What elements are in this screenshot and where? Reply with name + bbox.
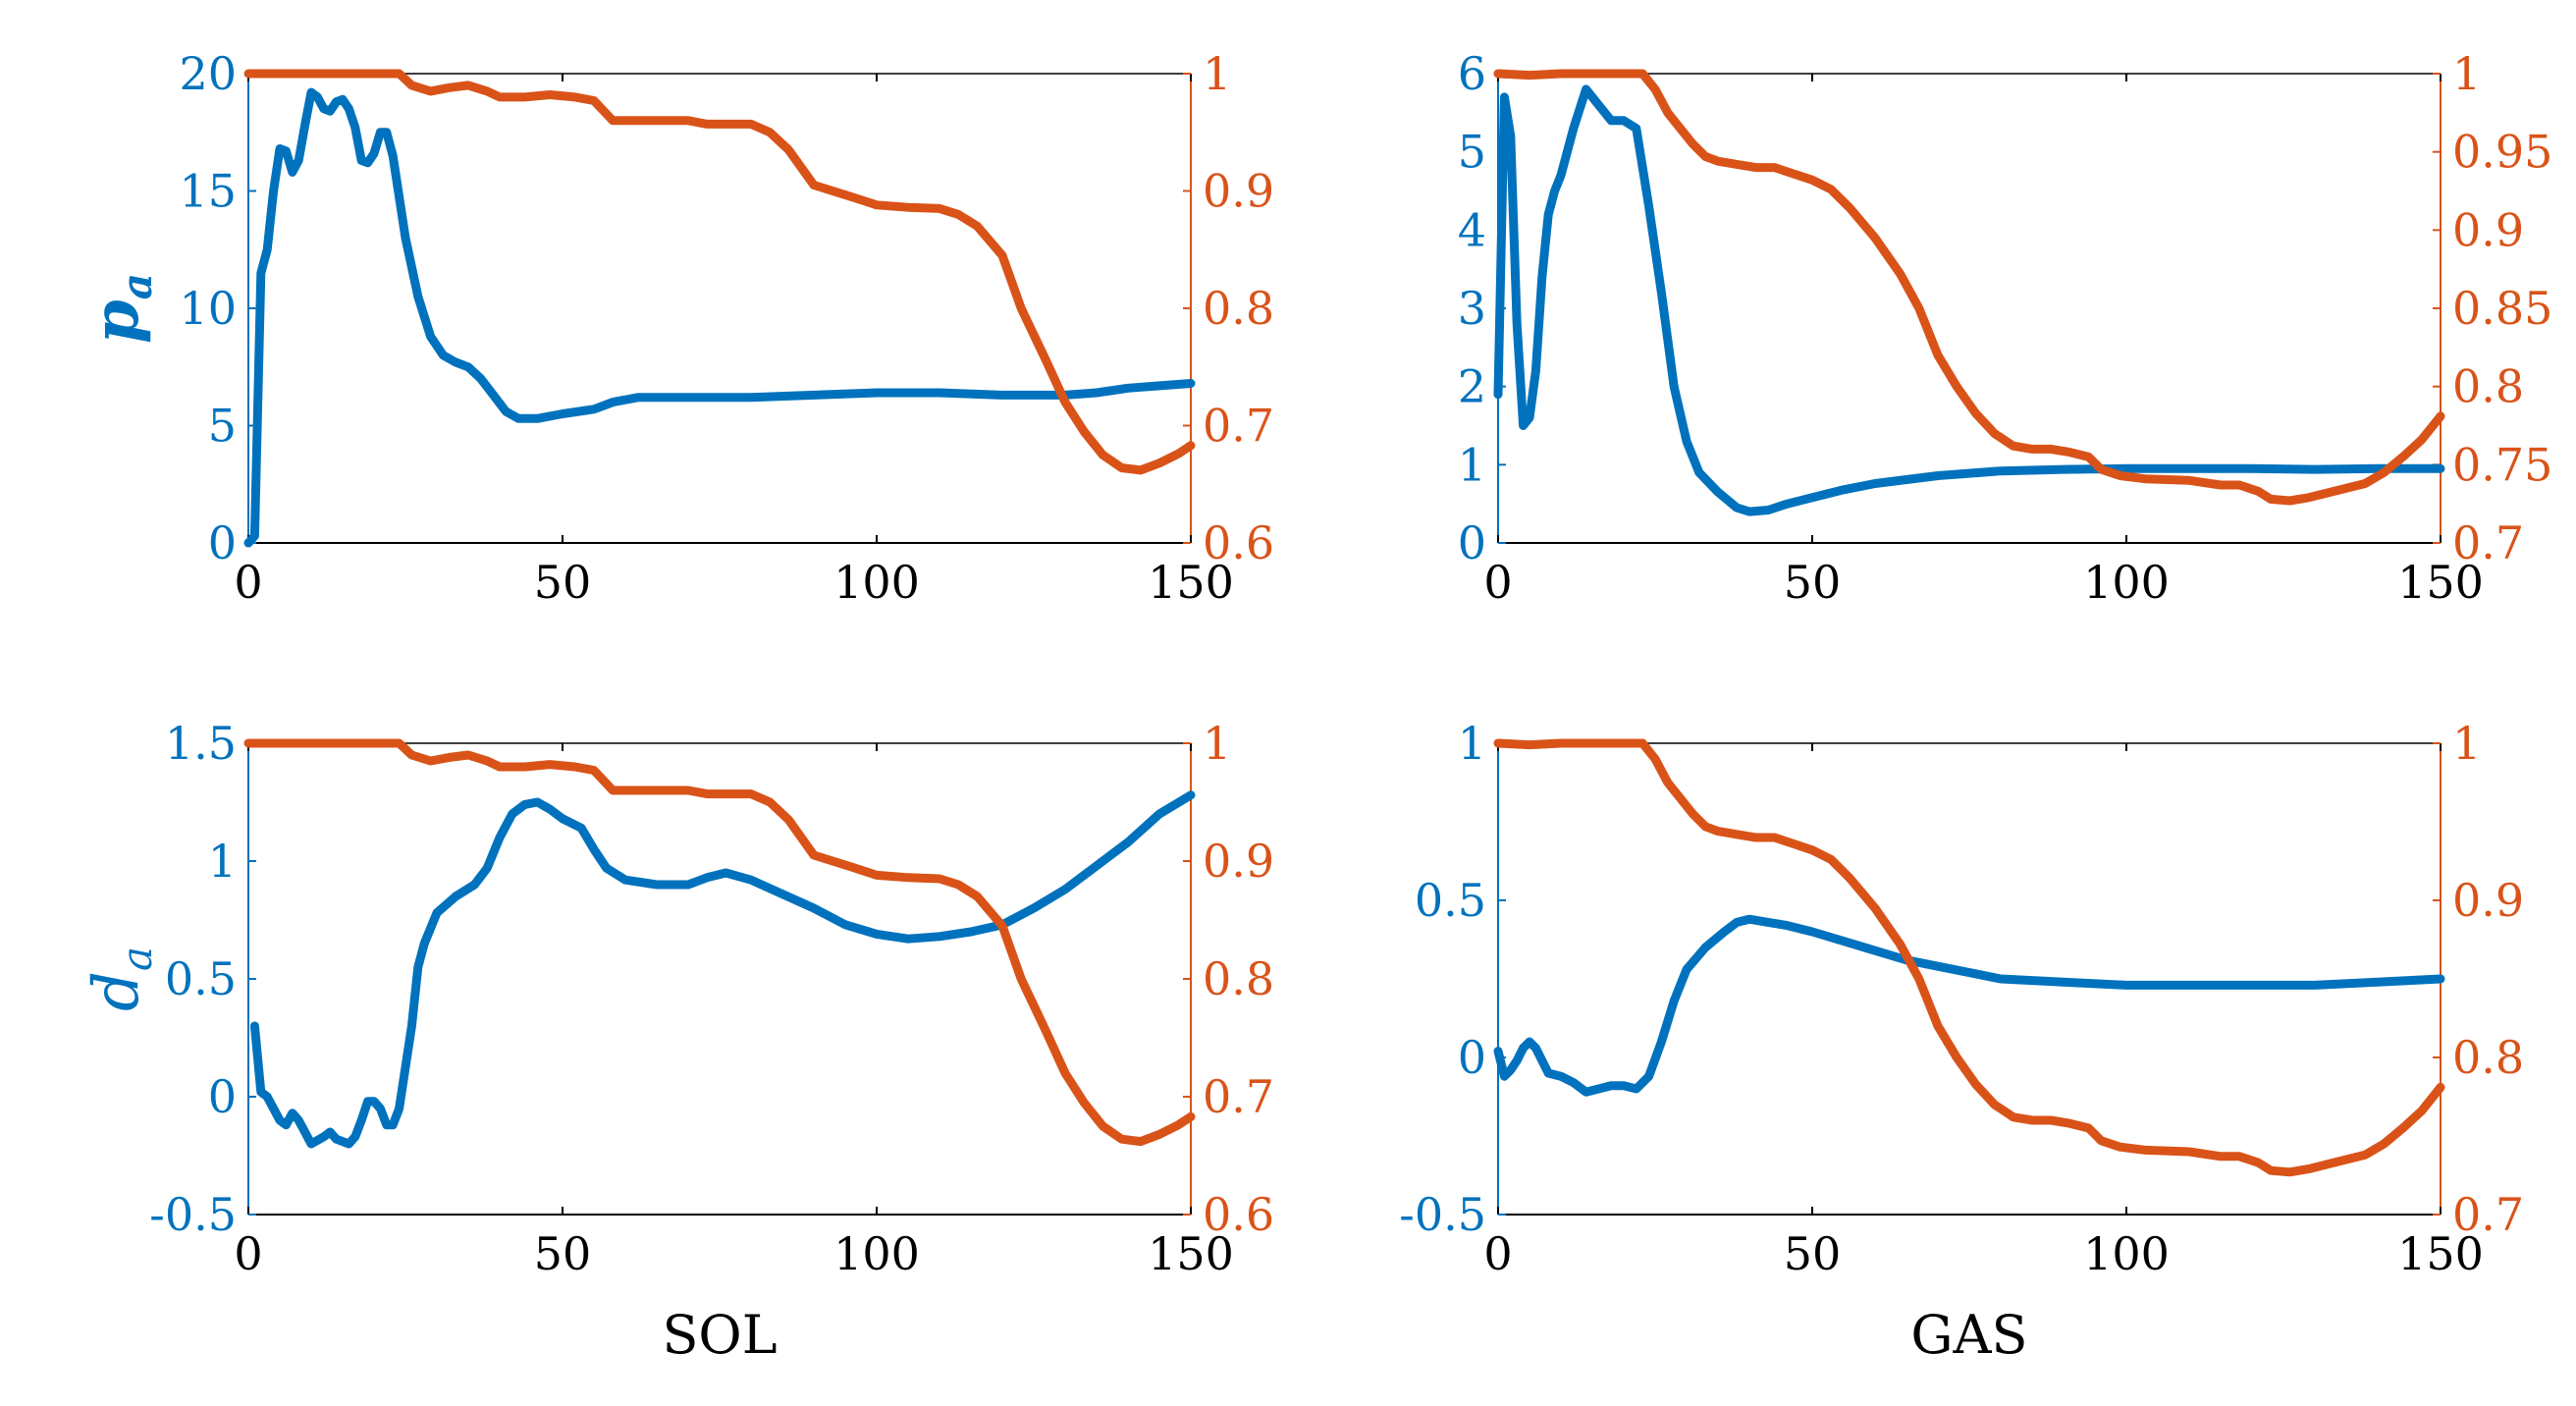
x-tick-label: 50 [1784, 1227, 1842, 1280]
left-tick-label: 1 [208, 835, 237, 888]
panel-sol-pa: 0 50 100 150 0 5 10 15 20 0.6 0.7 0.8 0.9 1 pa [80, 47, 1274, 609]
x-tick-label: 150 [1148, 556, 1234, 609]
y-axis-label: pa [80, 273, 161, 344]
x-tick-label: 100 [2083, 556, 2170, 609]
left-tick-label: -0.5 [1399, 1188, 1486, 1241]
series-line-blue [249, 790, 1196, 1149]
left-tick-label: 1 [1458, 438, 1486, 491]
y-axis-label: da [80, 946, 161, 1011]
left-tick-label: 1.5 [165, 717, 237, 770]
right-tick-label: 0.8 [2452, 360, 2524, 413]
left-tick-label: 6 [1458, 47, 1486, 100]
x-tick-label: 50 [534, 556, 592, 609]
right-tick-label: 0.9 [1203, 165, 1274, 218]
series-line-blue [1493, 914, 2445, 1097]
right-tick-label: 0.9 [2452, 203, 2524, 256]
left-tick-label: 2 [1458, 360, 1486, 413]
right-tick-label: 0.8 [1203, 952, 1274, 1005]
left-tick-label: 0 [1458, 516, 1486, 569]
series-line-blue [243, 87, 1196, 548]
right-tick-label: 0.95 [2452, 126, 2552, 179]
panel-gas-pa: 0 50 100 150 0 1 2 3 4 5 6 0.7 0.75 0.8 0.85 0.9 0.95 1 [1458, 47, 2553, 609]
left-tick-label: 0.5 [165, 952, 237, 1005]
left-tick-label: 0 [208, 516, 237, 569]
x-tick-label: 50 [534, 1227, 592, 1280]
x-tick-label: 150 [2397, 1227, 2484, 1280]
left-tick-label: 20 [179, 47, 237, 100]
left-tick-label: 0.5 [1415, 874, 1486, 927]
right-tick-label: 0.7 [2452, 516, 2524, 569]
x-axis-label: GAS [1910, 1304, 2027, 1366]
right-tick-label: 1 [2452, 717, 2481, 770]
x-axis-label: SOL [662, 1304, 777, 1366]
right-tick-label: 0.6 [1203, 1188, 1274, 1241]
left-tick-label: 3 [1458, 282, 1486, 335]
x-tick-label: 100 [833, 556, 920, 609]
right-tick-label: 1 [2452, 47, 2481, 100]
right-tick-label: 1 [1203, 717, 1231, 770]
left-tick-label: 0 [208, 1070, 237, 1123]
x-tick-label: 0 [234, 556, 262, 609]
series-line-orange [243, 738, 1196, 1147]
left-tick-label: 5 [1458, 126, 1486, 179]
right-tick-label: 0.9 [2452, 874, 2524, 927]
left-tick-label: 15 [179, 165, 237, 218]
left-tick-label: 4 [1458, 203, 1486, 256]
right-tick-label: 0.9 [1203, 835, 1274, 888]
series-line-blue [1493, 84, 2445, 516]
series-line-orange [1493, 738, 2445, 1177]
series-line-orange [243, 69, 1196, 475]
right-tick-label: 1 [1203, 47, 1231, 100]
x-tick-label: 0 [1483, 556, 1512, 609]
right-tick-label: 0.8 [2452, 1031, 2524, 1084]
left-tick-label: 0 [1458, 1031, 1486, 1084]
x-tick-label: 100 [2083, 1227, 2170, 1280]
x-tick-label: 150 [1148, 1227, 1234, 1280]
right-tick-label: 0.8 [1203, 282, 1274, 335]
x-tick-label: 100 [833, 1227, 920, 1280]
left-tick-label: 10 [179, 282, 237, 335]
x-tick-label: 0 [234, 1227, 262, 1280]
right-tick-label: 0.7 [2452, 1188, 2524, 1241]
series-line-orange [1493, 69, 2445, 506]
right-tick-label: 0.6 [1203, 516, 1274, 569]
x-tick-label: 0 [1483, 1227, 1512, 1280]
x-tick-label: 50 [1784, 556, 1842, 609]
x-tick-label: 150 [2397, 556, 2484, 609]
right-tick-label: 0.75 [2452, 438, 2552, 491]
right-tick-label: 0.7 [1203, 400, 1274, 453]
right-tick-label: 0.85 [2452, 282, 2552, 335]
left-tick-label: -0.5 [149, 1188, 237, 1241]
right-tick-label: 0.7 [1203, 1070, 1274, 1123]
left-tick-label: 5 [208, 400, 237, 453]
left-tick-label: 1 [1458, 717, 1486, 770]
